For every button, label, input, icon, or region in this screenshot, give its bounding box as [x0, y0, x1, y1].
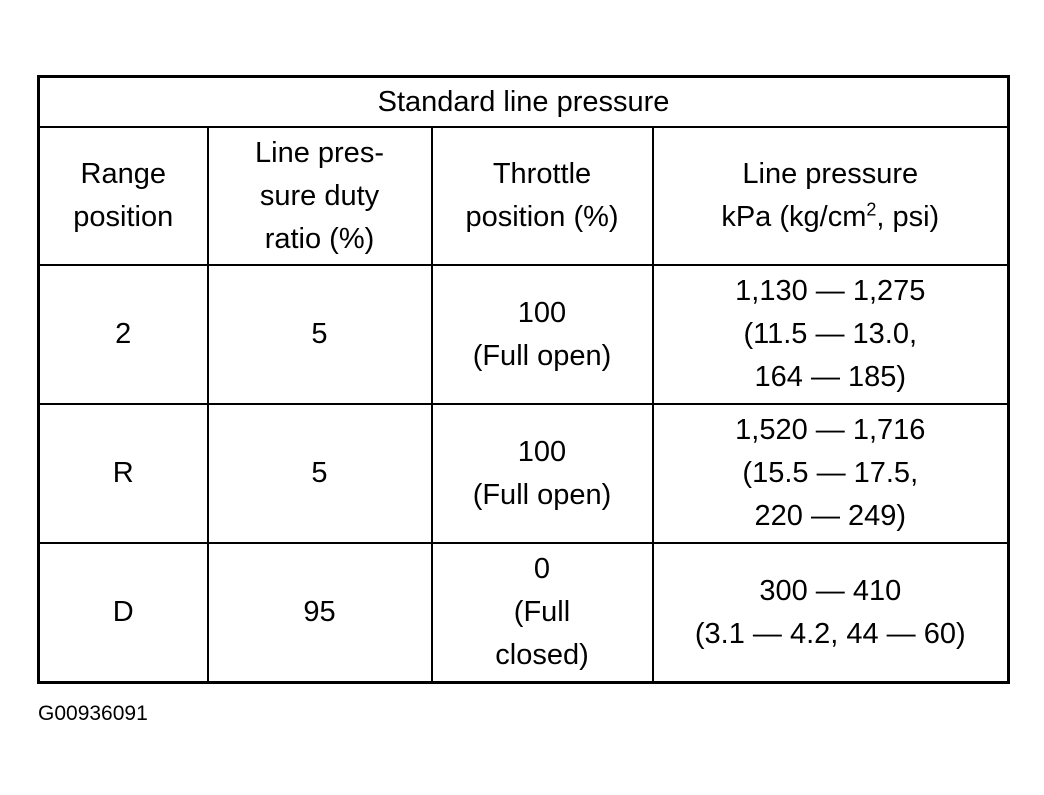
cell-range: 2: [37, 264, 209, 405]
header-duty-ratio: Line pres-sure duty ratio (%): [206, 126, 433, 266]
line-pressure-table: Standard line pressure Range position Lin…: [37, 75, 1011, 684]
header-throttle-position: Throttle position (%): [430, 126, 654, 266]
header-range-position: Range position: [37, 126, 209, 266]
cell-duty: 5: [206, 403, 433, 544]
table-row: 2 5 100 (Full open) 1,130 — 1,275 (11.5 — …: [37, 264, 1010, 405]
cell-range: D: [37, 542, 209, 684]
header-row: Range position Line pres-sure duty ratio (…: [37, 126, 1010, 266]
figure-id: G00936091: [38, 702, 148, 725]
cell-throttle: 100 (Full open): [430, 264, 654, 405]
cell-pressure: 1,520 — 1,716 (15.5 — 17.5, 220 — 249): [651, 403, 1010, 544]
table-row: D 95 0 (Full closed) 300 — 410 (3.1 — 4.2, …: [37, 542, 1010, 684]
table-title: Standard line pressure: [37, 75, 1010, 128]
cell-throttle: 0 (Full closed): [430, 542, 654, 684]
cell-range: R: [37, 403, 209, 544]
cell-duty: 95: [206, 542, 433, 684]
cell-duty: 5: [206, 264, 433, 405]
table-row: R 5 100 (Full open) 1,520 — 1,716 (15.5 — …: [37, 403, 1010, 544]
cell-pressure: 1,130 — 1,275 (11.5 — 13.0, 164 — 185): [651, 264, 1010, 405]
header-line-pressure: Line pressure kPa (kg/cm2, psi): [651, 126, 1010, 266]
cell-pressure: 300 — 410 (3.1 — 4.2, 44 — 60): [651, 542, 1010, 684]
cell-throttle: 100 (Full open): [430, 403, 654, 544]
